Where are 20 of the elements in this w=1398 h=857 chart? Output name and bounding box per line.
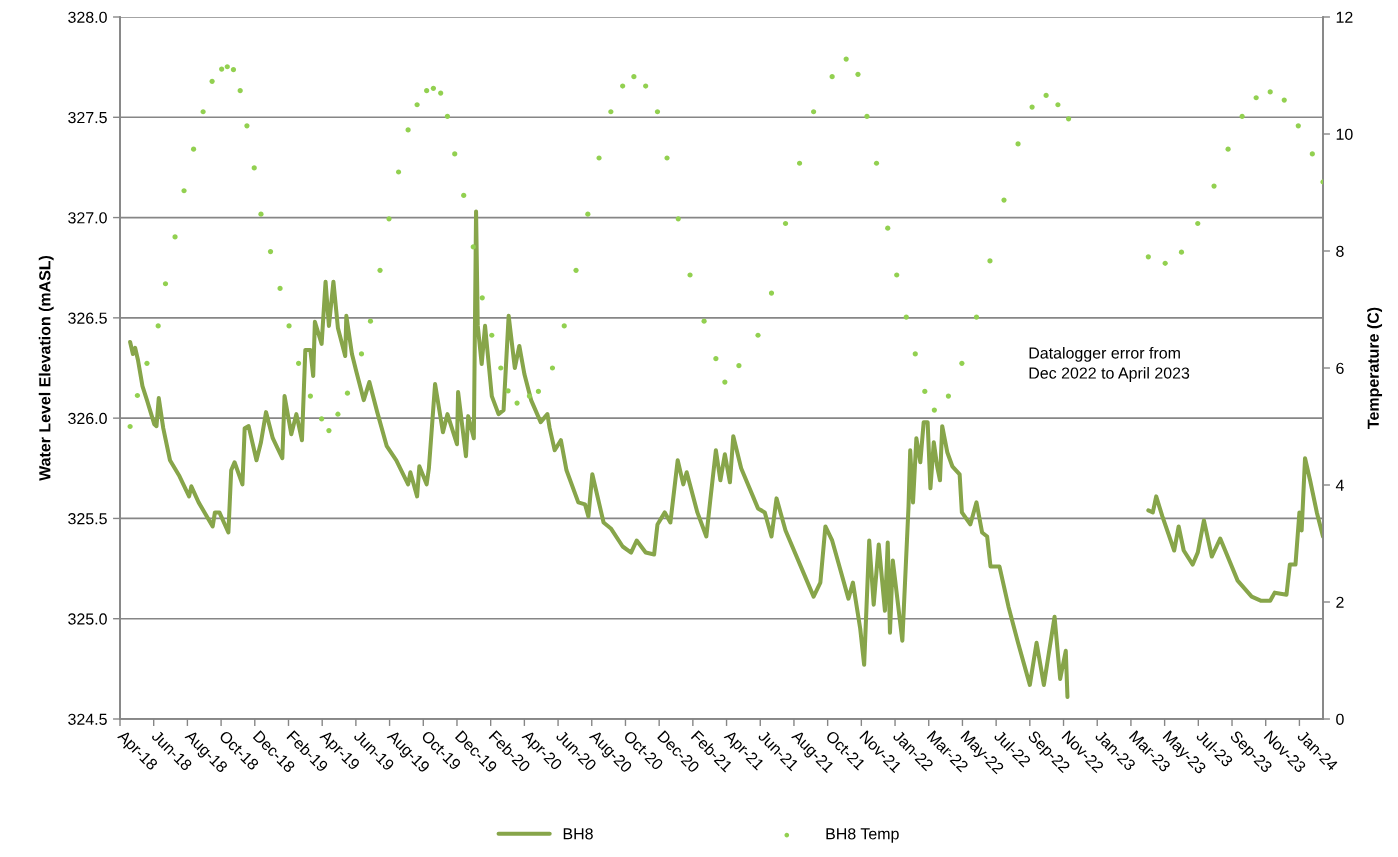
y-tick-label: 325.0 xyxy=(68,613,107,625)
y2-tick-label: 8 xyxy=(1336,245,1344,257)
y-tick-label: 326.5 xyxy=(68,312,107,324)
y2-tick-label: 0 xyxy=(1336,713,1344,725)
legend-label: BH8 xyxy=(563,828,593,840)
y-tick-label: 328.0 xyxy=(68,11,107,23)
y2-tick-label: 4 xyxy=(1335,479,1344,491)
y-tick-label: 324.5 xyxy=(68,713,107,725)
y-tick-label: 325.5 xyxy=(68,513,107,525)
y-axis-title: Water Level Elevation (mASL) xyxy=(38,255,54,481)
legend-label: BH8 Temp xyxy=(826,828,899,843)
y2-axis-title: Temperature (C) xyxy=(1367,307,1383,429)
y-tick-label: 326.0 xyxy=(68,412,107,425)
y2-tick-label: 6 xyxy=(1336,362,1344,374)
y-tick-label: 327.0 xyxy=(68,212,107,224)
y2-tick-label: 12 xyxy=(1336,11,1353,23)
annotation: Datalogger error from Dec 2022 to April 2023 xyxy=(1029,346,1190,382)
y2-tick-label: 2 xyxy=(1336,596,1344,608)
y-tick-label: 327.5 xyxy=(68,111,107,124)
y2-tick-label: 10 xyxy=(1336,128,1353,140)
